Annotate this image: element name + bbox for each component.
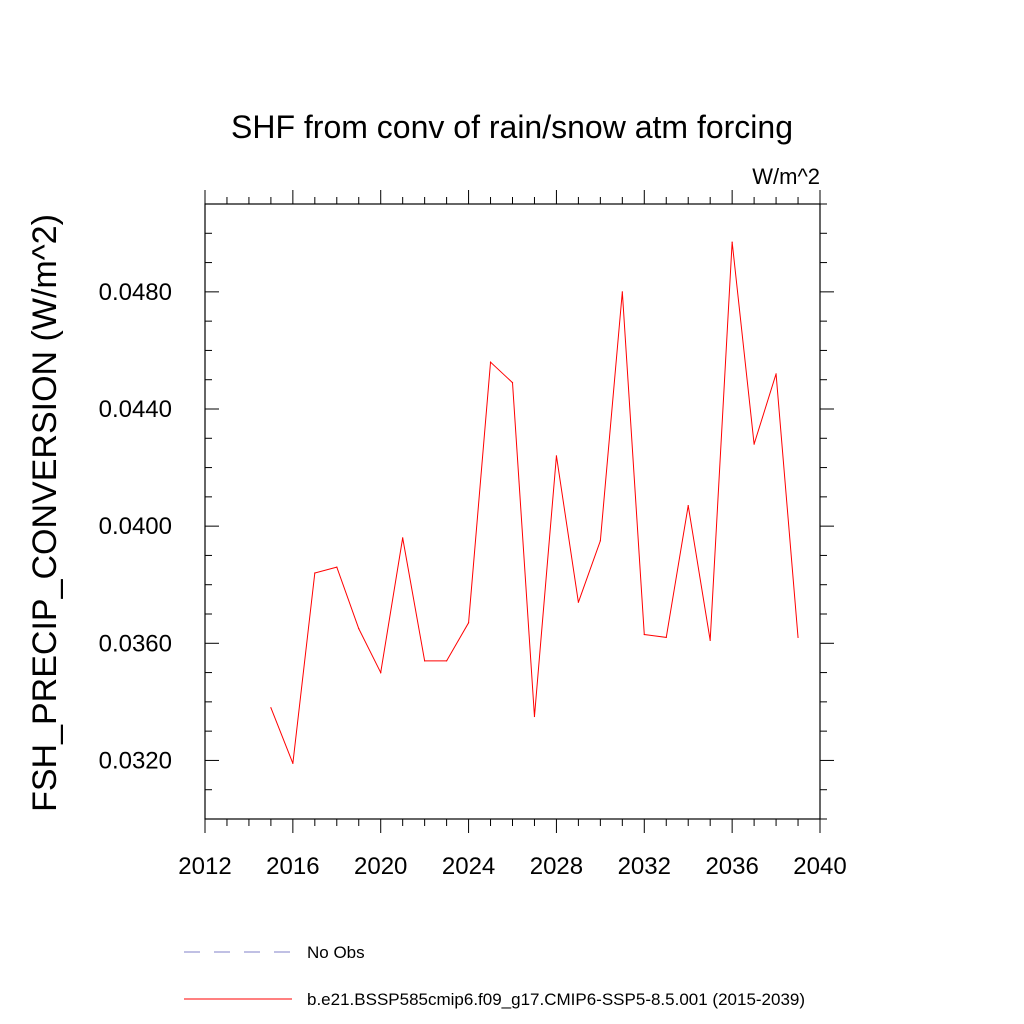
y-tick-label: 0.0400: [99, 513, 172, 540]
x-axis: 2012 2016 2020 2024 2028 2032 2036 2040: [178, 190, 847, 880]
y-axis: 0.0320 0.0360 0.0400 0.0440 0.0480: [99, 203, 834, 820]
x-tick-label: 2024: [442, 853, 495, 880]
data-point: [599, 540, 601, 542]
x-tick-label: 2016: [266, 853, 319, 880]
x-tick-label: 2028: [530, 853, 583, 880]
data-point: [380, 671, 382, 674]
data-point: [577, 601, 579, 603]
series-layer: [270, 241, 799, 764]
x-tick-label: 2032: [618, 853, 671, 880]
data-point: [533, 715, 536, 718]
data-point: [270, 707, 272, 709]
data-point: [336, 566, 338, 568]
data-point: [446, 660, 448, 662]
data-point: [555, 455, 558, 457]
y-tick-label: 0.0360: [99, 630, 172, 657]
data-point: [665, 636, 667, 639]
data-point: [489, 361, 492, 363]
data-point: [643, 633, 645, 636]
legend-label-no-obs: No Obs: [307, 943, 365, 962]
y-tick-label: 0.0320: [99, 747, 172, 774]
data-point: [753, 443, 755, 445]
x-tick-label: 2012: [178, 853, 231, 880]
y-tick-label: 0.0440: [99, 396, 172, 423]
x-tick-label: 2020: [354, 853, 407, 880]
legend-label-model: b.e21.BSSP585cmip6.f09_g17.CMIP6-SSP5-8.…: [307, 990, 805, 1009]
legend: No Obs b.e21.BSSP585cmip6.f09_g17.CMIP6-…: [184, 943, 805, 1009]
data-point: [511, 382, 514, 384]
data-point: [314, 572, 316, 574]
data-point: [402, 537, 404, 539]
data-point: [358, 628, 360, 630]
data-point: [709, 639, 711, 641]
data-point: [467, 622, 470, 624]
data-point: [687, 505, 689, 507]
data-point: [731, 241, 733, 243]
data-point: [292, 762, 294, 764]
data-point: [775, 373, 777, 375]
data-point: [424, 660, 426, 662]
y-tick-label: 0.0480: [99, 279, 172, 306]
data-point: [797, 636, 799, 639]
units-label: W/m^2: [752, 164, 820, 189]
data-point: [621, 291, 623, 293]
x-tick-label: 2040: [793, 853, 846, 880]
x-tick-label: 2036: [705, 853, 758, 880]
series-line: [270, 242, 799, 764]
y-axis-label: FSH_PRECIP_CONVERSION (W/m^2): [26, 214, 64, 812]
chart-title: SHF from conv of rain/snow atm forcing: [231, 109, 793, 145]
